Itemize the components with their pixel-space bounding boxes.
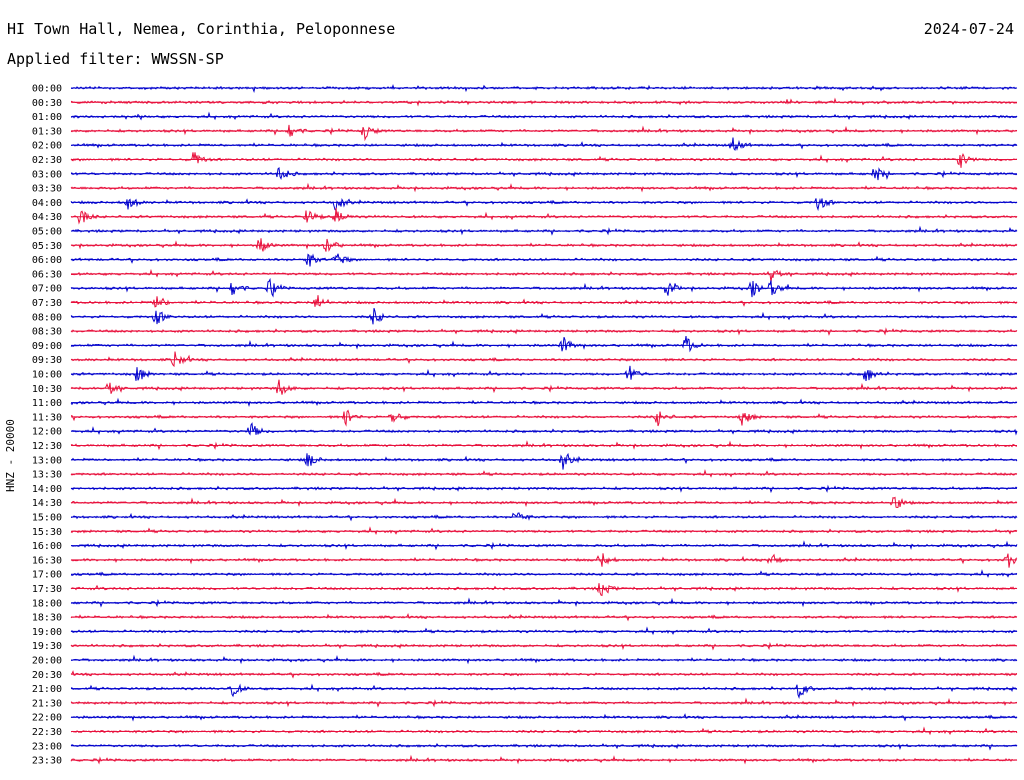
trace-line	[70, 452, 1018, 470]
trace-line	[70, 409, 1018, 427]
row-time-label: 06:00	[32, 255, 62, 266]
trace-line	[70, 379, 1018, 395]
trace-line	[70, 422, 1018, 436]
row-time-label: 07:30	[32, 298, 62, 309]
row-time-label: 19:00	[32, 627, 62, 638]
row-time-label: 02:00	[32, 141, 62, 152]
trace-line	[70, 124, 1018, 142]
trace-line	[70, 152, 1018, 168]
row-time-label: 15:00	[32, 513, 62, 524]
trace-line	[70, 335, 1018, 353]
row-time-label: 09:00	[32, 341, 62, 352]
row-time-label: 14:30	[32, 498, 62, 509]
trace-line	[70, 583, 1018, 597]
trace-line	[70, 207, 1018, 225]
trace-line	[70, 683, 1018, 700]
row-time-label: 07:00	[32, 284, 62, 295]
row-time-label: 18:30	[32, 613, 62, 624]
row-time-label: 08:30	[32, 327, 62, 338]
trace-line	[70, 307, 1018, 325]
row-time-label: 19:30	[32, 641, 62, 652]
row-time-label: 02:30	[32, 155, 62, 166]
row-time-label: 06:30	[32, 269, 62, 280]
trace-line	[70, 327, 1018, 336]
trace-line	[70, 351, 1018, 368]
trace-line	[70, 137, 1018, 151]
row-time-label: 01:30	[32, 126, 62, 137]
row-time-label: 12:00	[32, 427, 62, 438]
row-time-label: 03:00	[32, 169, 62, 180]
row-time-label: 15:30	[32, 527, 62, 538]
row-time-label: 21:00	[32, 684, 62, 695]
row-time-label: 13:00	[32, 455, 62, 466]
row-time-label: 17:00	[32, 570, 62, 581]
trace-line	[70, 641, 1018, 651]
row-time-label: 10:00	[32, 370, 62, 381]
filter-label: Applied filter: WWSSN-SP	[7, 50, 224, 68]
row-time-label: 20:00	[32, 656, 62, 667]
row-time-label: 20:30	[32, 670, 62, 681]
row-time-label: 05:00	[32, 227, 62, 238]
row-time-label: 00:30	[32, 98, 62, 109]
row-time-label: 16:00	[32, 541, 62, 552]
row-time-label: 01:00	[32, 112, 62, 123]
row-time-label: 11:30	[32, 412, 62, 423]
trace-line	[70, 553, 1018, 568]
trace-line	[70, 295, 1018, 308]
row-time-label: 04:30	[32, 212, 62, 223]
row-time-label: 04:00	[32, 198, 62, 209]
row-time-label: 12:30	[32, 441, 62, 452]
row-time-label: 16:30	[32, 555, 62, 566]
row-time-label: 14:00	[32, 484, 62, 495]
row-time-label: 21:30	[32, 698, 62, 709]
trace-line	[70, 743, 1018, 751]
row-time-label: 03:30	[32, 184, 62, 195]
row-time-label: 23:00	[32, 741, 62, 752]
row-time-label: 09:30	[32, 355, 62, 366]
row-time-label: 00:00	[32, 84, 62, 95]
row-time-label: 23:30	[32, 756, 62, 767]
row-time-label: 13:30	[32, 470, 62, 481]
station-title: HI Town Hall, Nemea, Corinthia, Peloponn…	[7, 20, 396, 38]
row-time-label: 08:00	[32, 312, 62, 323]
row-time-label: 22:00	[32, 713, 62, 724]
row-time-label: 18:00	[32, 598, 62, 609]
trace-line	[70, 365, 1018, 382]
trace-line	[70, 268, 1018, 283]
trace-line	[70, 512, 1018, 522]
row-time-label: 05:30	[32, 241, 62, 252]
row-time-label: 17:30	[32, 584, 62, 595]
trace-line	[70, 197, 1018, 212]
row-time-label: 11:00	[32, 398, 62, 409]
row-time-label: 22:30	[32, 727, 62, 738]
date-label: 2024-07-24	[923, 20, 1014, 38]
trace-line	[70, 484, 1018, 494]
row-time-label: 10:30	[32, 384, 62, 395]
